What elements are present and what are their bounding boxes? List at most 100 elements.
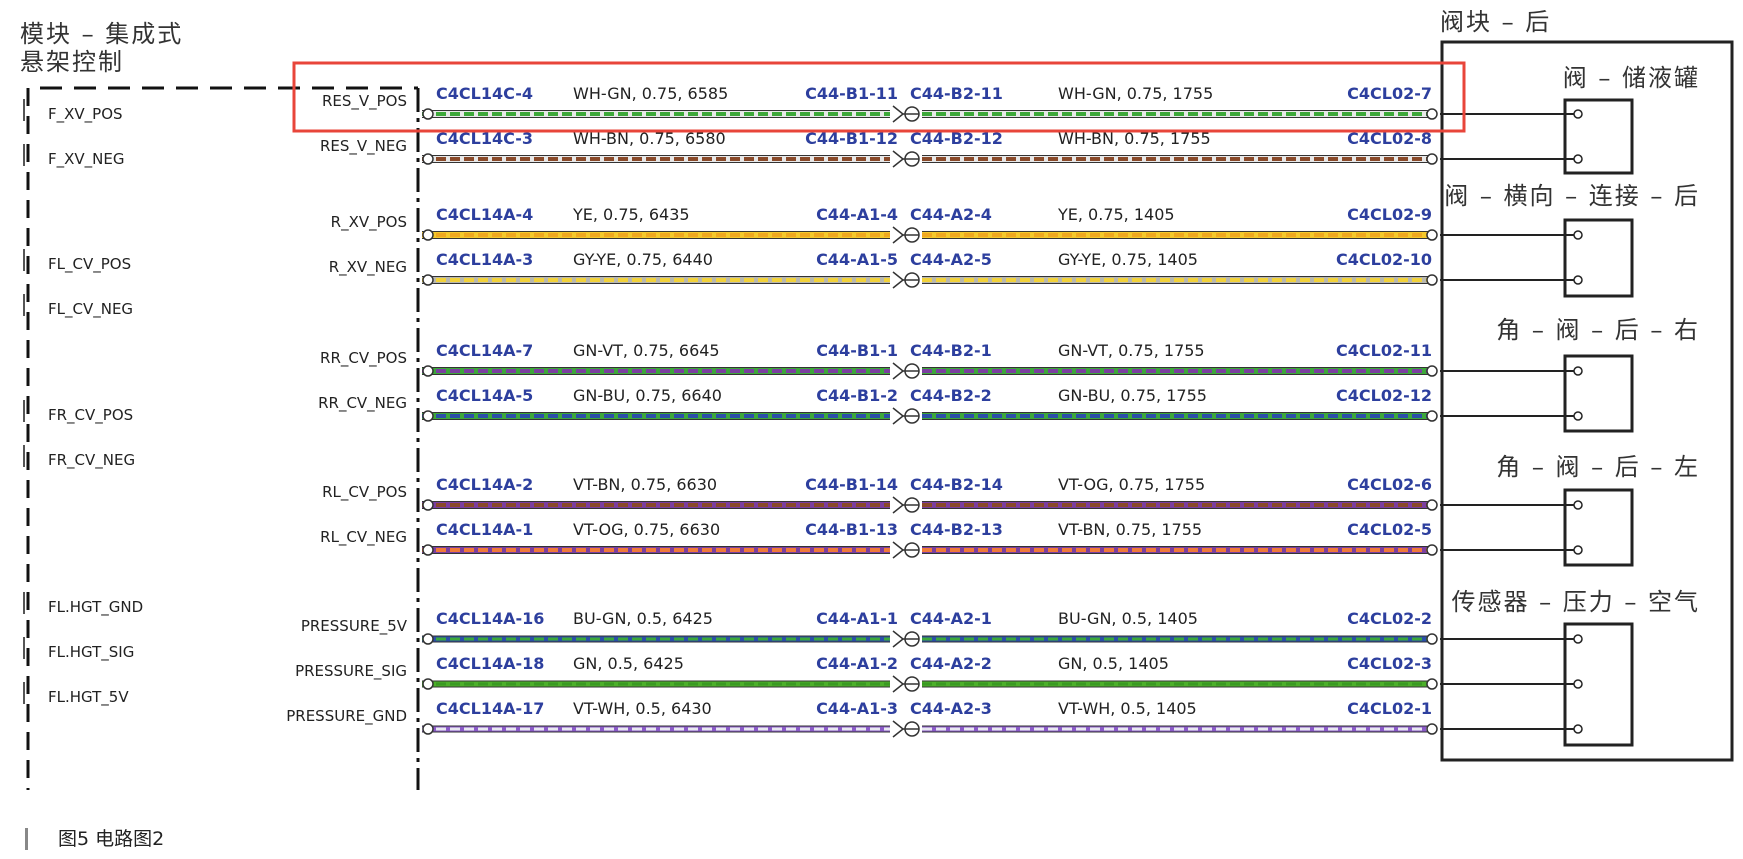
valve-block-outline: [1440, 40, 1734, 762]
wire-spec-label: VT-WH, 0.5, 1405: [1058, 699, 1197, 718]
component-pin: [1573, 411, 1583, 421]
component-body: [1563, 98, 1634, 175]
module-pin-terminal: [422, 108, 434, 120]
wire-spec-label: WH-GN, 0.75, 6585: [573, 84, 729, 103]
module-pin-terminal: [422, 544, 434, 556]
module-pin-terminal: [422, 365, 434, 377]
component-name-label: 角 – 阀 – 后 – 右: [1496, 316, 1700, 344]
inline-connector-a-label: C44-A1-1: [816, 609, 898, 628]
valve-pin-terminal: [1426, 544, 1438, 556]
left-signal-label: FL.HGT_SIG: [48, 643, 135, 661]
destination-connector-label: C4CL02-12: [1336, 386, 1432, 405]
inline-connector-a-label: C44-B1-14: [805, 475, 898, 494]
inline-connector-male: [892, 675, 905, 693]
module-pin-terminal: [422, 153, 434, 165]
destination-connector-label: C4CL02-1: [1347, 699, 1432, 718]
component-name-label: 阀 – 横向 – 连接 – 后: [1444, 182, 1700, 210]
inline-connector-male: [892, 630, 905, 648]
module-pin-label: RR_CV_POS: [320, 349, 407, 367]
component-pin: [1573, 154, 1583, 164]
inline-connector-b-label: C44-A2-4: [910, 205, 992, 224]
module-pin-terminal: [422, 410, 434, 422]
module-pin-label: PRESSURE_GND: [286, 707, 407, 725]
inline-connector-a-label: C44-A1-3: [816, 699, 898, 718]
inline-connector-b-label: C44-B2-1: [910, 341, 992, 360]
inline-connector-male: [892, 362, 905, 380]
source-connector-label: C4CL14A-1: [436, 520, 534, 539]
module-pin-label: RL_CV_POS: [322, 483, 407, 501]
module-pin-label: RL_CV_NEG: [320, 528, 407, 546]
component-pin: [1573, 545, 1583, 555]
caption-bar: [25, 828, 28, 850]
component-pin: [1573, 724, 1583, 734]
module-pin-label: RR_CV_NEG: [318, 394, 407, 412]
module-pin-terminal: [422, 229, 434, 241]
destination-connector-label: C4CL02-9: [1347, 205, 1432, 224]
inline-connector-a-label: C44-A1-4: [816, 205, 898, 224]
wire-spec-label: GN, 0.5, 6425: [573, 654, 684, 673]
left-signal-label: FL.HGT_GND: [48, 598, 144, 616]
wire-spec-label: VT-BN, 0.75, 1755: [1058, 520, 1203, 539]
valve-pin-terminal: [1426, 108, 1438, 120]
source-connector-label: C4CL14A-4: [436, 205, 534, 224]
module-title-line2: 悬架控制: [20, 48, 124, 76]
inline-connector-b-label: C44-A2-1: [910, 609, 992, 628]
valve-pin-terminal: [1426, 274, 1438, 286]
inline-connector-male: [892, 271, 905, 289]
module-pin-terminal: [422, 678, 434, 690]
inline-connector-male: [892, 226, 905, 244]
source-connector-label: C4CL14A-3: [436, 250, 534, 269]
left-signal-label: FR_CV_POS: [48, 406, 134, 424]
valve-pin-terminal: [1426, 678, 1438, 690]
component-pin: [1573, 679, 1583, 689]
inline-connector-a-label: C44-B1-1: [816, 341, 898, 360]
component-body: [1563, 488, 1634, 567]
figure-caption: 图5 电路图2: [58, 828, 165, 850]
source-connector-label: C4CL14C-4: [436, 84, 533, 103]
component-name-label: 传感器 – 压力 – 空气: [1451, 588, 1700, 616]
inline-connector-b-label: C44-B2-11: [910, 84, 1003, 103]
component-pin: [1573, 109, 1583, 119]
left-signal-label: FL_CV_NEG: [48, 300, 134, 318]
inline-connector-b-label: C44-A2-2: [910, 654, 992, 673]
wire-spec-label: VT-OG, 0.75, 6630: [573, 520, 721, 539]
wire-spec-label: WH-BN, 0.75, 1755: [1058, 129, 1211, 148]
left-signal-label: F_XV_NEG: [48, 150, 125, 168]
inline-connector-male: [892, 407, 905, 425]
wire-spec-label: GN-BU, 0.75, 1755: [1058, 386, 1207, 405]
inline-connector-a-label: C44-A1-2: [816, 654, 898, 673]
component-pin: [1573, 230, 1583, 240]
inline-connector-b-label: C44-B2-2: [910, 386, 992, 405]
component-body: [1563, 218, 1634, 298]
inline-connector-b-label: C44-A2-5: [910, 250, 992, 269]
wire-spec-label: WH-GN, 0.75, 1755: [1058, 84, 1214, 103]
component-name-label: 阀 – 储液罐: [1562, 64, 1700, 92]
wire-spec-label: YE, 0.75, 1405: [1058, 205, 1175, 224]
valve-pin-terminal: [1426, 153, 1438, 165]
module-pin-label: PRESSURE_SIG: [295, 662, 407, 680]
valve-pin-terminal: [1426, 499, 1438, 511]
component-body: [1563, 354, 1634, 433]
component-pin: [1573, 500, 1583, 510]
inline-connector-a-label: C44-B1-2: [816, 386, 898, 405]
source-connector-label: C4CL14A-5: [436, 386, 534, 405]
wire-spec-label: VT-WH, 0.5, 6430: [573, 699, 712, 718]
valve-pin-terminal: [1426, 723, 1438, 735]
wire-spec-label: GN, 0.5, 1405: [1058, 654, 1169, 673]
destination-connector-label: C4CL02-10: [1336, 250, 1432, 269]
component-pin: [1573, 366, 1583, 376]
destination-connector-label: C4CL02-8: [1347, 129, 1432, 148]
inline-connector-b-label: C44-B2-14: [910, 475, 1003, 494]
wire-spec-label: GY-YE, 0.75, 6440: [573, 250, 713, 269]
inline-connector-a-label: C44-B1-12: [805, 129, 898, 148]
wire-spec-label: GN-BU, 0.75, 6640: [573, 386, 722, 405]
inline-connector-male: [892, 105, 905, 123]
inline-connector-male: [892, 720, 905, 738]
inline-connector-a-label: C44-B1-11: [805, 84, 898, 103]
valve-block-title: 阀块 – 后: [1440, 8, 1552, 36]
module-pin-terminal: [422, 499, 434, 511]
source-connector-label: C4CL14A-17: [436, 699, 545, 718]
source-connector-label: C4CL14A-16: [436, 609, 545, 628]
